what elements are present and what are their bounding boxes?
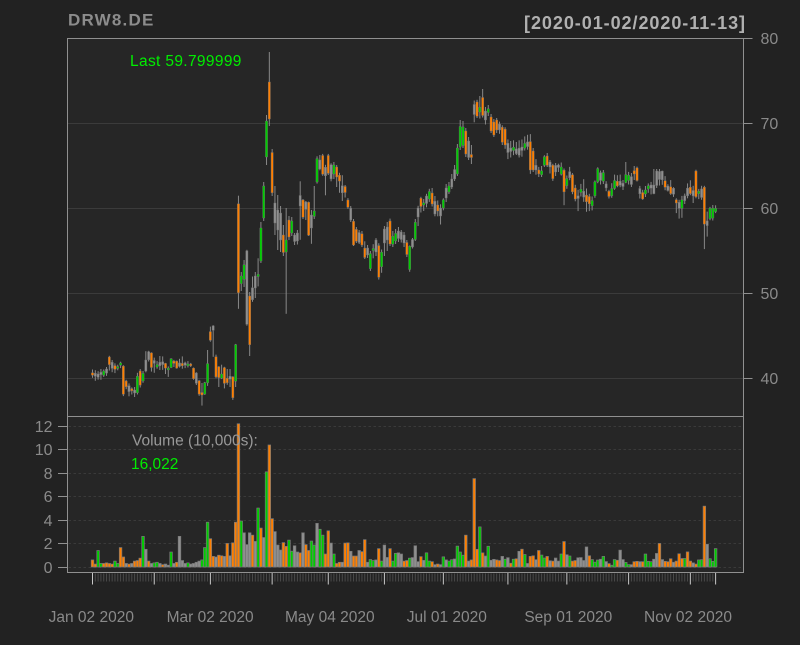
svg-text:Last 59.799999: Last 59.799999 <box>130 53 242 70</box>
svg-text:50: 50 <box>761 286 779 303</box>
svg-text:Jan 02 2020: Jan 02 2020 <box>49 609 135 626</box>
svg-text:6: 6 <box>44 489 53 506</box>
svg-text:2: 2 <box>44 536 53 553</box>
svg-text:May 04 2020: May 04 2020 <box>285 609 375 626</box>
svg-text:40: 40 <box>761 371 779 388</box>
svg-text:4: 4 <box>44 513 53 530</box>
svg-text:16,022: 16,022 <box>131 456 178 473</box>
svg-text:DRW8.DE: DRW8.DE <box>68 11 155 30</box>
svg-text:8: 8 <box>44 466 53 483</box>
svg-text:0: 0 <box>44 560 53 577</box>
svg-text:[2020-01-02/2020-11-13]: [2020-01-02/2020-11-13] <box>524 13 746 33</box>
svg-text:10: 10 <box>35 442 53 459</box>
svg-text:70: 70 <box>761 116 779 133</box>
svg-text:60: 60 <box>761 201 779 218</box>
svg-text:Jul 01 2020: Jul 01 2020 <box>407 609 488 626</box>
svg-text:Mar 02 2020: Mar 02 2020 <box>167 609 254 626</box>
svg-text:Volume (10,000s):: Volume (10,000s): <box>132 433 258 450</box>
svg-text:Sep 01 2020: Sep 01 2020 <box>524 609 612 626</box>
svg-text:Nov 02 2020: Nov 02 2020 <box>644 609 732 626</box>
svg-text:80: 80 <box>761 31 779 48</box>
svg-text:12: 12 <box>35 419 53 436</box>
